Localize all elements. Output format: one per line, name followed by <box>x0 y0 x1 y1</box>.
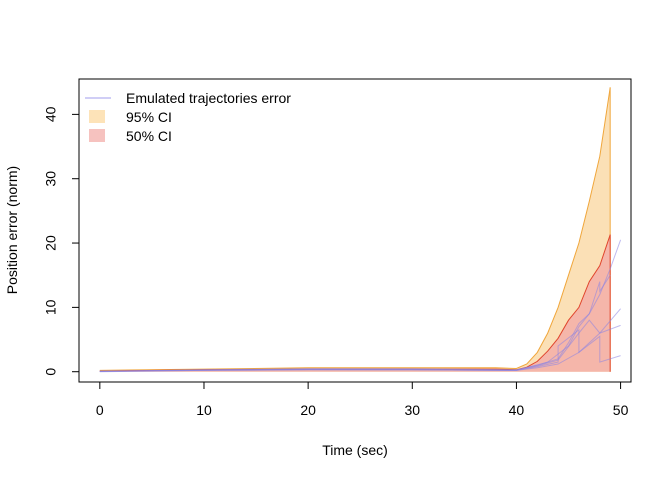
y-tick-label: 0 <box>43 368 59 376</box>
x-tick-label: 10 <box>196 402 212 418</box>
axes: 0 10 20 30 40 50 0 10 20 30 40 <box>43 106 629 418</box>
legend-swatch-ci95 <box>89 110 105 123</box>
y-tick-label: 30 <box>43 171 59 187</box>
y-tick-label: 40 <box>43 106 59 122</box>
x-tick-label: 50 <box>613 402 629 418</box>
legend: Emulated trajectories error 95% CI 50% C… <box>85 90 291 144</box>
x-axis-title: Time (sec) <box>322 442 388 458</box>
x-tick-label: 40 <box>509 402 525 418</box>
trajectory-line-5 <box>99 274 611 372</box>
legend-label-ci95: 95% CI <box>126 109 172 125</box>
legend-swatch-ci50 <box>89 129 105 142</box>
y-tick-label: 20 <box>43 235 59 251</box>
x-tick-label: 0 <box>96 402 104 418</box>
trajectory-line-4 <box>99 319 621 372</box>
legend-label-ci50: 50% CI <box>126 128 172 144</box>
legend-label-trajectory: Emulated trajectories error <box>126 90 291 106</box>
ci95-upper-line <box>99 87 611 371</box>
x-tick-label: 30 <box>404 402 420 418</box>
y-tick-label: 10 <box>43 299 59 315</box>
y-axis-title: Position error (norm) <box>4 166 20 294</box>
plot-area <box>99 87 622 373</box>
x-tick-label: 20 <box>300 402 316 418</box>
